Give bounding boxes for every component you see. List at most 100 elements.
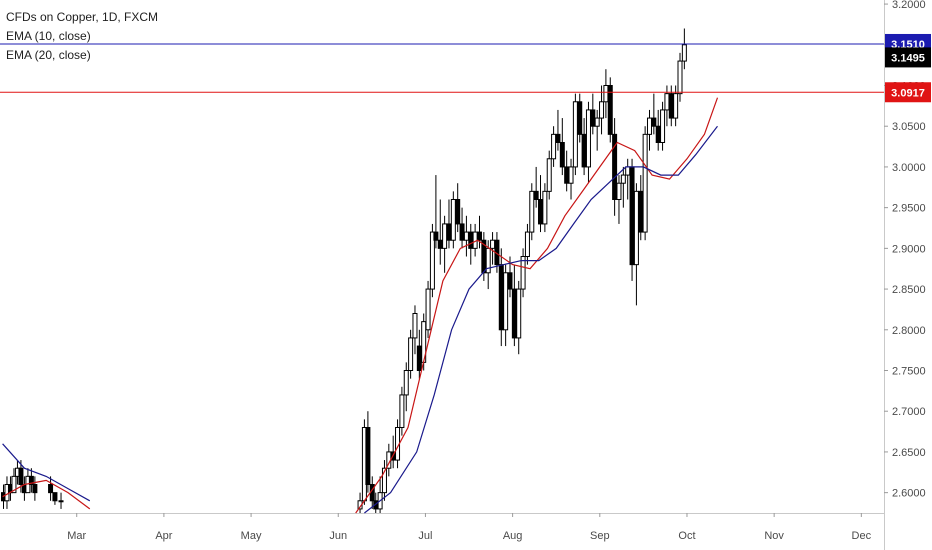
candle-body xyxy=(612,133,618,201)
candle-body xyxy=(681,44,687,62)
chart-grid xyxy=(0,0,885,550)
candle-body xyxy=(651,117,657,127)
price-tick-label: 2.6000 xyxy=(892,488,926,500)
candle-body xyxy=(58,500,64,503)
candle-body xyxy=(633,190,639,266)
price-tag xyxy=(885,47,931,68)
time-tick-label: Oct xyxy=(678,530,695,542)
price-tick-label: 2.9500 xyxy=(892,203,926,215)
price-lines xyxy=(0,43,884,93)
price-tick-label: 2.7000 xyxy=(892,406,926,418)
candle-body xyxy=(590,109,596,127)
candle-body xyxy=(577,101,583,135)
candle-body xyxy=(485,247,491,274)
ema20-label[interactable]: EMA (20, close) xyxy=(6,48,91,62)
price-tick-label: 2.6500 xyxy=(892,447,926,459)
price-tag-label: 3.1495 xyxy=(891,52,925,64)
candle-body xyxy=(433,231,439,241)
candle-body xyxy=(529,190,535,233)
candle-body xyxy=(490,239,496,249)
candle-body xyxy=(32,484,38,494)
candle-body xyxy=(459,223,465,241)
candle-body xyxy=(642,133,648,233)
price-tag-label: 3.0917 xyxy=(891,87,925,99)
candle-body xyxy=(594,117,600,127)
candle-body xyxy=(585,109,591,168)
ema20-line xyxy=(2,125,718,514)
price-tick-label: 3.0000 xyxy=(892,162,926,174)
chart-series xyxy=(0,28,719,514)
candle-body xyxy=(607,85,613,135)
time-tick-label: Sep xyxy=(590,530,610,542)
candle-body xyxy=(450,199,456,241)
price-tick-label: 2.8500 xyxy=(892,284,926,296)
candle-body xyxy=(581,133,587,168)
candle-body xyxy=(48,484,54,494)
time-tick-label: May xyxy=(241,530,262,542)
time-tick-label: Mar xyxy=(67,530,86,542)
candle-body xyxy=(511,288,517,339)
price-tick-label: 3.2000 xyxy=(892,0,926,11)
price-axis[interactable]: 3.20003.15003.10003.05003.00002.95002.90… xyxy=(884,0,926,500)
candle-body xyxy=(546,158,552,192)
candle-body xyxy=(520,256,526,290)
symbol-title[interactable]: CFDs on Copper, 1D, FXCM xyxy=(6,10,159,24)
candle-body xyxy=(446,223,452,241)
candle-body xyxy=(542,190,548,225)
candle-body xyxy=(507,272,513,290)
candle-body xyxy=(603,85,609,103)
candle-body xyxy=(437,239,443,249)
candle-body xyxy=(564,166,570,184)
time-tick-label: Apr xyxy=(155,530,172,542)
price-tick-label: 2.7500 xyxy=(892,366,926,378)
candle-body xyxy=(408,337,414,371)
candle-body xyxy=(18,467,24,486)
time-tick-label: Dec xyxy=(852,530,872,542)
price-tick-label: 2.9000 xyxy=(892,243,926,255)
candle-body xyxy=(365,427,371,485)
candle-body xyxy=(11,475,17,494)
time-axis[interactable]: Mar Apr May Jun Jul Aug Sep Oct Nov Dec xyxy=(67,513,872,542)
candle-body xyxy=(503,272,509,331)
candle-body xyxy=(533,190,539,201)
candle-body xyxy=(572,101,578,168)
candle-body xyxy=(638,190,644,233)
candle-body xyxy=(646,117,652,135)
candle-body xyxy=(463,231,469,241)
candle-body xyxy=(498,264,504,331)
candle-body xyxy=(455,199,461,225)
time-tick-label: Jul xyxy=(418,530,432,542)
candle-body xyxy=(625,166,631,176)
candle-body xyxy=(559,142,565,168)
price-tick-label: 2.8000 xyxy=(892,325,926,337)
ema10-label[interactable]: EMA (10, close) xyxy=(6,29,91,43)
price-tick-label: 3.0500 xyxy=(892,121,926,133)
candle-body xyxy=(655,125,661,144)
candle-body xyxy=(468,231,474,249)
candle-body xyxy=(677,60,683,95)
ema10-line xyxy=(2,97,719,514)
candle-body xyxy=(416,345,422,372)
time-tick-label: Jun xyxy=(329,530,347,542)
candle-body xyxy=(538,199,544,225)
candle-body xyxy=(429,231,435,290)
candle-body xyxy=(551,133,557,160)
candle-body xyxy=(399,394,405,428)
price-tag xyxy=(885,82,931,103)
candle-body xyxy=(616,182,622,200)
candle-body xyxy=(660,109,666,144)
candle-body xyxy=(620,174,626,184)
candle-body xyxy=(599,101,605,119)
candle-body xyxy=(28,475,34,486)
candle-body xyxy=(555,133,561,144)
candle-body xyxy=(524,231,530,257)
candle-body xyxy=(516,288,522,339)
candle-body xyxy=(425,288,431,331)
candle-body xyxy=(668,93,674,119)
candle-body xyxy=(403,370,409,396)
time-tick-label: Aug xyxy=(503,530,523,542)
candle-body xyxy=(381,467,387,494)
time-tick-label: Nov xyxy=(764,530,784,542)
